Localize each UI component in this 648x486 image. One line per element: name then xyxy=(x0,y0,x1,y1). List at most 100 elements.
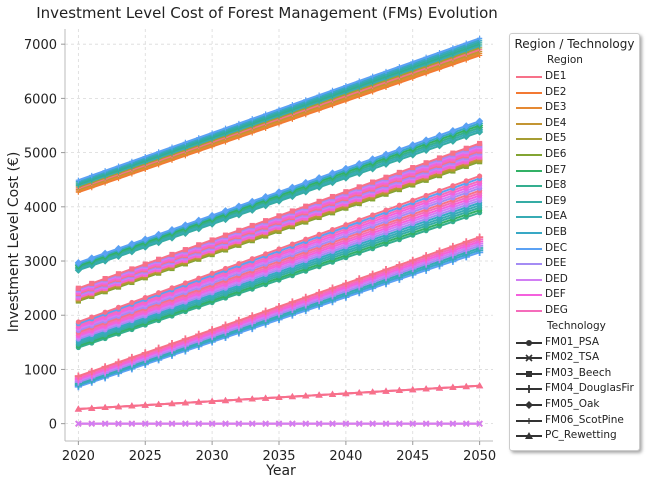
data-point xyxy=(276,246,282,252)
series-DEC-FM05_Oak xyxy=(74,117,484,267)
data-point xyxy=(410,59,416,65)
data-point xyxy=(74,372,82,380)
legend-label: DEF xyxy=(545,288,566,301)
data-point xyxy=(196,242,202,248)
data-point xyxy=(463,420,470,427)
data-point xyxy=(462,382,470,390)
data-point xyxy=(315,420,323,427)
x-tick-label: 2050 xyxy=(463,449,496,464)
data-point xyxy=(235,316,243,325)
data-point xyxy=(236,120,242,127)
data-point xyxy=(449,420,457,427)
data-point xyxy=(222,265,229,272)
data-point xyxy=(422,252,430,260)
x-axis-label: Year xyxy=(265,463,296,479)
data-point xyxy=(289,420,296,427)
data-point xyxy=(168,399,176,407)
data-point xyxy=(221,396,230,404)
legend-entry-DEE: DEE xyxy=(510,256,641,272)
legend: Region / Technology Region DE1 DE2 DE3 DE4 DE… xyxy=(509,33,640,451)
legend-label: DEC xyxy=(545,241,568,254)
data-point xyxy=(208,420,216,427)
data-point xyxy=(355,275,363,283)
data-point xyxy=(101,403,109,411)
data-point xyxy=(262,307,270,315)
legend-marker xyxy=(526,339,532,346)
data-point xyxy=(436,155,443,161)
data-point xyxy=(262,193,270,201)
data-point xyxy=(102,276,108,282)
data-point xyxy=(181,335,189,343)
data-point xyxy=(209,270,215,276)
data-point xyxy=(450,45,456,51)
data-point xyxy=(74,259,82,267)
data-point xyxy=(275,188,283,196)
series-DE1-FM01_PSA xyxy=(75,173,483,325)
data-point xyxy=(316,198,322,204)
data-point xyxy=(142,261,148,267)
data-point xyxy=(356,420,363,427)
data-point xyxy=(195,216,203,224)
data-point xyxy=(129,266,135,272)
data-point xyxy=(302,293,310,301)
y-tick-label: 4000 xyxy=(24,201,57,216)
data-point xyxy=(396,202,402,208)
data-point xyxy=(316,92,322,98)
data-point xyxy=(409,385,417,393)
data-point xyxy=(115,304,122,310)
data-point xyxy=(88,420,95,427)
data-point xyxy=(168,420,176,427)
data-point xyxy=(169,251,175,258)
data-point xyxy=(276,213,282,219)
data-point xyxy=(155,344,163,352)
data-point xyxy=(141,401,149,408)
grid-lines xyxy=(65,29,493,441)
data-point xyxy=(477,173,483,179)
legend-entry-DEG: DEG xyxy=(510,303,641,319)
data-point xyxy=(526,370,532,377)
data-point xyxy=(75,319,81,325)
x-tick-label: 2035 xyxy=(262,449,295,464)
data-point xyxy=(155,230,163,238)
data-point xyxy=(525,354,533,362)
data-point xyxy=(435,247,444,255)
data-point xyxy=(436,188,443,194)
legend-marker xyxy=(526,417,532,424)
data-point xyxy=(181,399,189,406)
data-point xyxy=(463,178,469,184)
data-point xyxy=(316,231,322,238)
data-point xyxy=(181,221,189,229)
data-point xyxy=(169,144,175,150)
data-point xyxy=(74,405,82,412)
data-point xyxy=(208,211,216,220)
data-point xyxy=(435,131,444,139)
legend-entry-DE5: DE5 xyxy=(510,131,641,147)
data-point xyxy=(356,78,362,84)
data-point xyxy=(342,389,350,397)
data-point xyxy=(525,432,533,440)
data-point xyxy=(102,309,108,315)
data-point xyxy=(396,420,403,427)
legend-entry-DE7: DE7 xyxy=(510,163,641,179)
data-point xyxy=(222,125,229,131)
legend-entry-DEB: DEB xyxy=(510,225,641,241)
legend-label: FM01_PSA xyxy=(545,335,600,348)
data-point xyxy=(449,383,457,390)
data-point xyxy=(355,389,363,396)
data-point xyxy=(477,35,483,41)
data-point xyxy=(262,420,269,427)
legend-label: DEB xyxy=(545,226,567,238)
data-point xyxy=(88,404,96,411)
data-point xyxy=(449,242,457,251)
legend-entry-DE3: DE3 xyxy=(510,100,641,116)
data-point xyxy=(88,367,96,376)
legend-marker xyxy=(525,354,533,362)
data-point xyxy=(355,160,363,168)
data-point xyxy=(236,227,242,233)
data-point xyxy=(222,420,229,427)
data-point xyxy=(195,420,202,427)
data-point xyxy=(463,40,469,46)
data-point xyxy=(476,382,484,389)
data-point xyxy=(236,260,242,267)
